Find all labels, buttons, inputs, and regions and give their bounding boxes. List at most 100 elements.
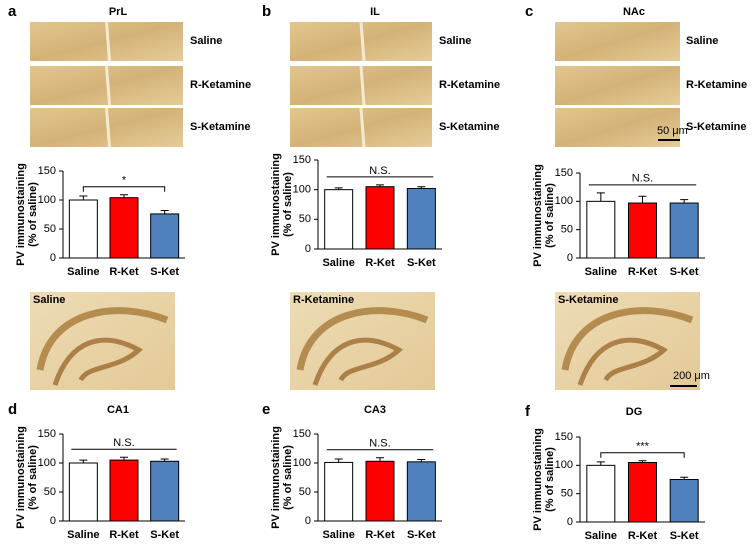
- bar: [365, 186, 395, 250]
- error-bar: [680, 476, 689, 480]
- chart-title: NAc: [623, 6, 645, 18]
- y-tick-label: 50: [299, 486, 311, 498]
- x-tick-label: R-Ket: [109, 266, 139, 278]
- bar: [324, 189, 354, 250]
- midline: [359, 21, 366, 62]
- hippocampus: [296, 307, 429, 371]
- significance-label: N.S.: [369, 438, 390, 450]
- y-axis-label: (% of saline): [27, 182, 39, 247]
- error-bar: [120, 194, 128, 198]
- image-label: R-Ketamine: [190, 79, 251, 91]
- scale-label: 200 μm: [673, 370, 710, 382]
- chart-title: CA1: [107, 404, 129, 416]
- x-tick-label: R-Ket: [365, 257, 395, 269]
- y-tick-label: 100: [38, 194, 56, 206]
- x-tick-label: S-Ket: [407, 257, 436, 269]
- y-tick-label: 150: [555, 167, 573, 179]
- y-tick-label: 0: [305, 515, 311, 527]
- error-bar: [376, 457, 384, 462]
- x-tick-label: R-Ket: [365, 529, 395, 541]
- y-axis-label: PV immunostaining: [15, 163, 27, 266]
- image-label: S-Ketamine: [558, 294, 619, 306]
- y-tick-label: 50: [561, 488, 573, 500]
- hippocampus: [312, 337, 404, 386]
- midline: [105, 107, 111, 148]
- error-bar: [79, 195, 88, 200]
- y-tick-label: 150: [38, 165, 56, 177]
- y-tick-label: 0: [305, 243, 311, 255]
- y-tick-label: 0: [567, 516, 573, 528]
- image-label: Saline: [439, 35, 471, 47]
- y-tick-label: 50: [44, 223, 56, 235]
- y-axis-label: PV immunostaining: [270, 153, 282, 256]
- bar: [324, 461, 354, 522]
- image-label: R-Ketamine: [293, 294, 354, 306]
- x-tick-label: R-Ket: [109, 529, 139, 541]
- chart-title: IL: [370, 6, 380, 18]
- x-tick-label: Saline: [67, 266, 99, 278]
- error-bar: [160, 209, 169, 214]
- midline: [359, 65, 366, 106]
- y-tick-label: 100: [555, 459, 573, 471]
- image-label: S-Ketamine: [439, 121, 500, 133]
- y-axis-label: PV immunostaining: [532, 164, 544, 267]
- y-tick-label: 50: [561, 224, 573, 236]
- y-tick-label: 100: [38, 457, 56, 469]
- image-label: Saline: [33, 294, 65, 306]
- y-axis-label: PV immunostaining: [15, 426, 27, 529]
- image-label: S-Ketamine: [190, 121, 251, 133]
- y-axis-label: (% of saline): [544, 447, 556, 512]
- error-bar: [596, 461, 605, 466]
- error-bar: [160, 458, 169, 462]
- bar: [406, 461, 436, 522]
- error-bar: [376, 184, 384, 187]
- x-tick-label: S-Ket: [407, 529, 436, 541]
- y-tick-label: 0: [50, 252, 56, 264]
- y-tick-label: 150: [555, 431, 573, 443]
- x-tick-label: S-Ket: [150, 529, 179, 541]
- error-bar: [638, 195, 647, 204]
- y-tick-label: 100: [293, 457, 311, 469]
- significance-label: N.S.: [369, 165, 390, 177]
- midline: [359, 107, 366, 148]
- y-tick-label: 50: [299, 213, 311, 225]
- x-tick-label: Saline: [585, 530, 617, 542]
- y-tick-label: 50: [44, 486, 56, 498]
- chart-title: CA3: [364, 404, 386, 416]
- error-bar: [417, 186, 426, 189]
- y-tick-label: 0: [50, 515, 56, 527]
- midline: [105, 65, 111, 106]
- error-bar: [79, 459, 88, 463]
- error-bar: [596, 192, 605, 202]
- image-label: R-Ketamine: [686, 79, 747, 91]
- chart-title: DG: [626, 406, 643, 418]
- bar: [669, 479, 699, 523]
- hippocampus: [561, 307, 694, 371]
- significance-label: N.S.: [113, 437, 134, 449]
- bar: [586, 200, 616, 259]
- error-bar: [680, 199, 689, 204]
- y-tick-label: 100: [293, 184, 311, 196]
- y-tick-label: 0: [567, 252, 573, 264]
- bar: [109, 459, 139, 522]
- bar: [406, 187, 436, 250]
- y-axis-label: (% of saline): [282, 445, 294, 510]
- panel-letter: d: [8, 401, 17, 418]
- panel-letter: b: [262, 3, 271, 20]
- y-axis-label: PV immunostaining: [532, 428, 544, 531]
- bar: [150, 213, 180, 259]
- error-bar: [417, 459, 426, 462]
- micrograph: [555, 66, 680, 105]
- x-tick-label: S-Ket: [670, 266, 699, 278]
- y-tick-label: 150: [38, 428, 56, 440]
- image-label: S-Ketamine: [686, 121, 747, 133]
- significance-label: ***: [636, 441, 650, 453]
- panel-letter: f: [525, 403, 531, 420]
- error-bar: [638, 460, 647, 463]
- image-label: R-Ketamine: [439, 79, 500, 91]
- image-label: Saline: [686, 35, 718, 47]
- significance-label: *: [122, 175, 127, 187]
- bar: [586, 464, 616, 523]
- panel-letter: c: [525, 3, 533, 20]
